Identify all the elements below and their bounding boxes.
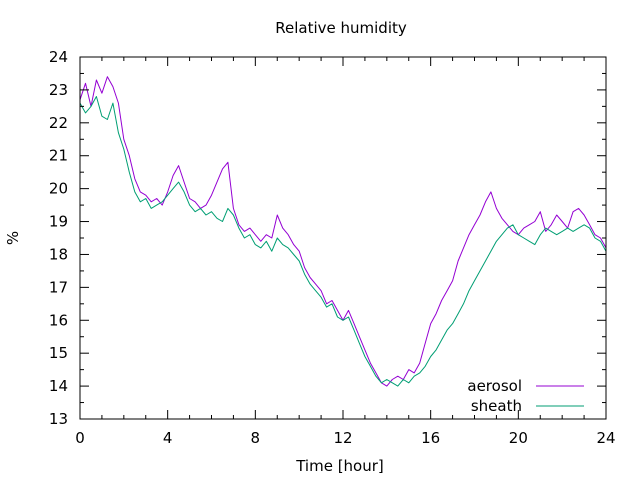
- y-tick-label: 23: [49, 81, 68, 99]
- y-tick-label: 22: [49, 114, 68, 132]
- series-layer: [79, 76, 607, 387]
- legend: aerosol sheath: [467, 377, 584, 415]
- x-tick-label: 24: [596, 429, 615, 447]
- y-tick-label: 20: [49, 180, 68, 198]
- x-tick-label: 20: [509, 429, 528, 447]
- legend-label-aerosol: aerosol: [467, 377, 522, 395]
- x-axis-label: Time [hour]: [295, 457, 384, 475]
- y-tick-label: 24: [49, 48, 68, 66]
- x-tick-label: 8: [251, 429, 261, 447]
- series-line-aerosol: [79, 76, 607, 387]
- y-axis-label: %: [4, 231, 22, 245]
- plot-frame: [79, 56, 607, 420]
- x-tick-label: 4: [163, 429, 173, 447]
- y-tick-label: 17: [49, 278, 68, 296]
- y-tick-label: 16: [49, 311, 68, 329]
- y-tick-label: 13: [49, 410, 68, 428]
- legend-label-sheath: sheath: [471, 397, 522, 415]
- x-tick-label: 0: [75, 429, 85, 447]
- y-tick-label: 14: [49, 377, 68, 395]
- x-tick-label: 16: [421, 429, 440, 447]
- y-tick-label: 18: [49, 245, 68, 263]
- series-line-sheath: [79, 96, 607, 387]
- y-tick-label: 15: [49, 344, 68, 362]
- x-tick-label: 12: [333, 429, 352, 447]
- chart-title: Relative humidity: [275, 19, 407, 37]
- y-tick-label: 21: [49, 147, 68, 165]
- axes-layer: 0 4 8 12 16 20 24 13 14 15 16 17 18 19 20 21 22 23 24: [49, 48, 616, 447]
- y-tick-label: 19: [49, 213, 68, 231]
